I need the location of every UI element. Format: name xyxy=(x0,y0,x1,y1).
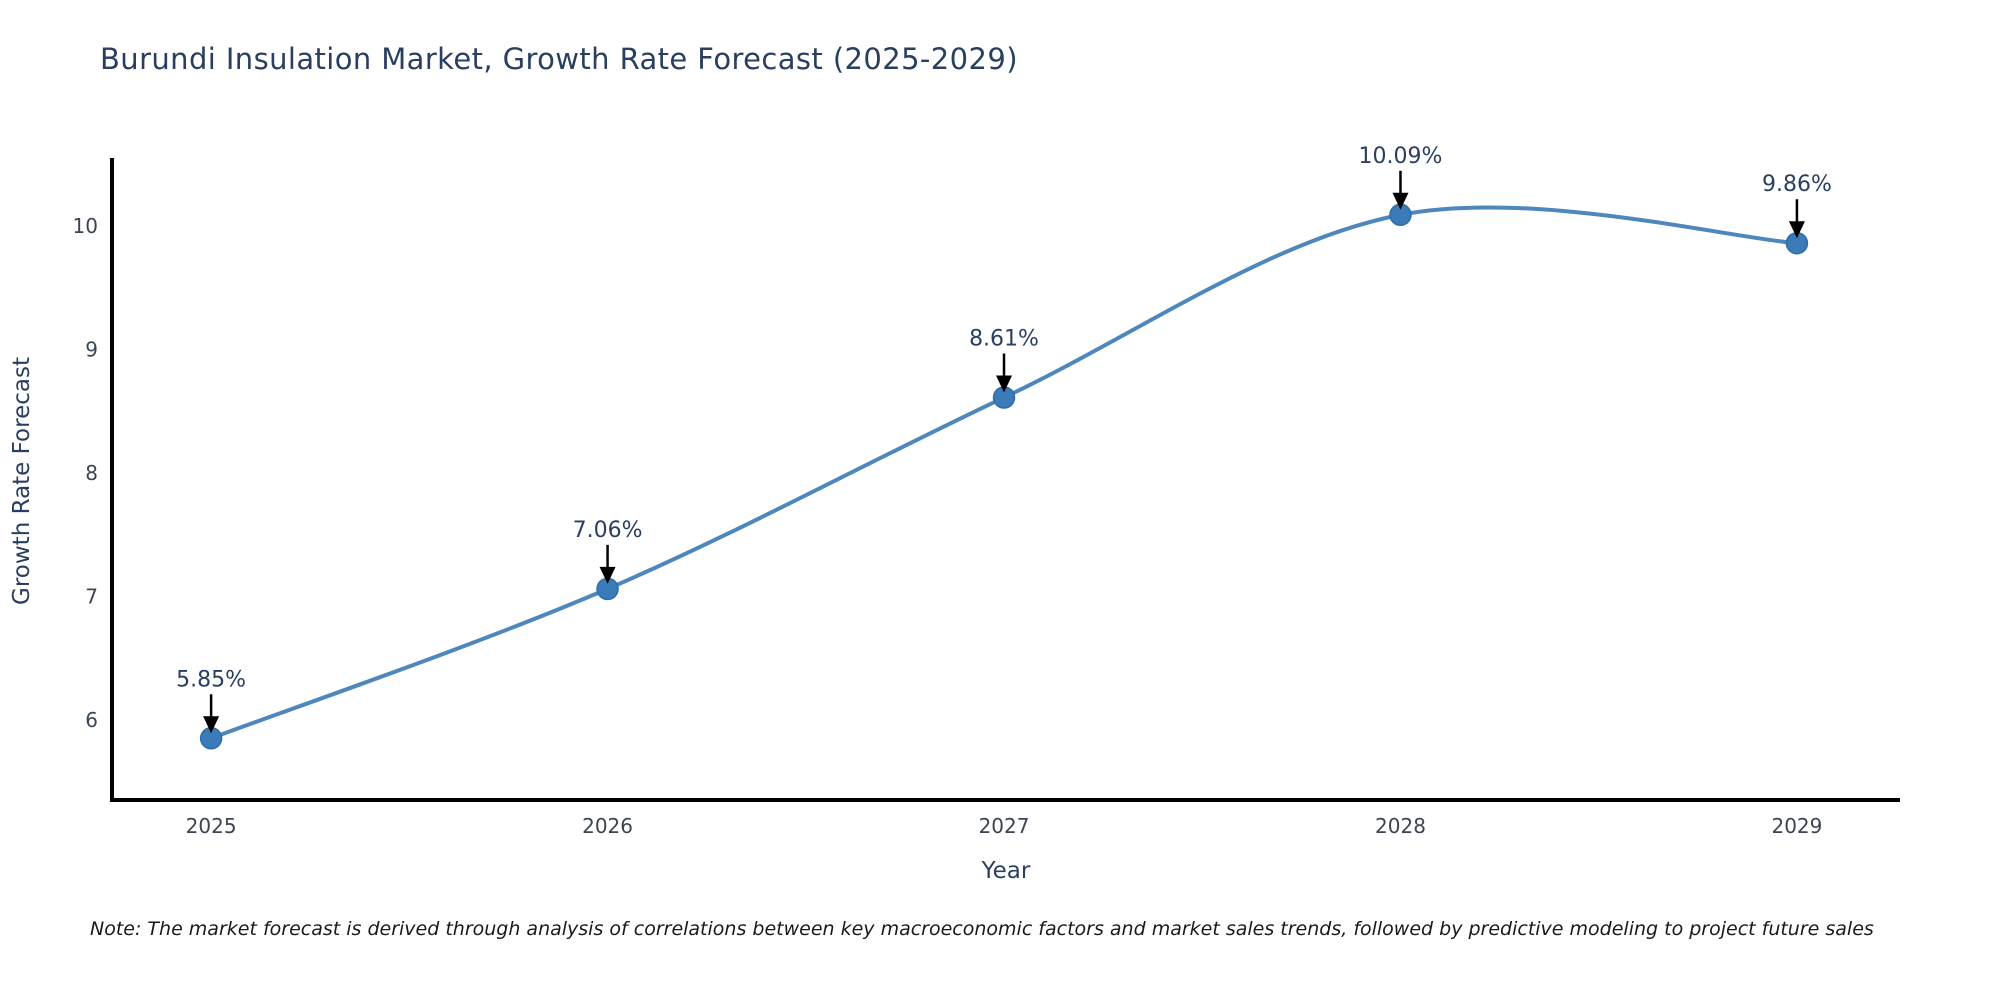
y-tick-label: 8 xyxy=(85,461,98,485)
annotation-arrowhead-icon xyxy=(599,566,616,584)
forecast-line xyxy=(209,205,1799,741)
annotation-arrowhead-icon xyxy=(996,375,1013,393)
x-tick-label: 2027 xyxy=(979,814,1030,838)
y-tick-label: 10 xyxy=(73,214,98,238)
x-tick-label: 2026 xyxy=(582,814,633,838)
data-point-label: 8.61% xyxy=(969,327,1039,352)
annotation-arrowhead-icon xyxy=(1788,221,1805,239)
x-tick-label: 2029 xyxy=(1771,814,1822,838)
annotation-arrowhead-icon xyxy=(203,716,220,734)
y-tick-label: 9 xyxy=(85,337,98,361)
y-tick-label: 7 xyxy=(85,584,98,608)
data-point-label: 5.85% xyxy=(176,667,246,692)
y-tick-label: 6 xyxy=(85,708,98,732)
footnote: Note: The market forecast is derived thr… xyxy=(90,918,1874,940)
x-tick-label: 2025 xyxy=(186,814,237,838)
annotation-arrowhead-icon xyxy=(1392,192,1409,210)
data-point-label: 9.86% xyxy=(1762,172,1832,197)
data-point-label: 7.06% xyxy=(573,518,643,543)
chart-title: Burundi Insulation Market, Growth Rate F… xyxy=(100,42,1018,76)
x-tick-label: 2028 xyxy=(1375,814,1426,838)
data-point-label: 10.09% xyxy=(1359,144,1443,169)
axis-lines xyxy=(110,158,1900,802)
x-axis-title: Year xyxy=(981,858,1031,884)
